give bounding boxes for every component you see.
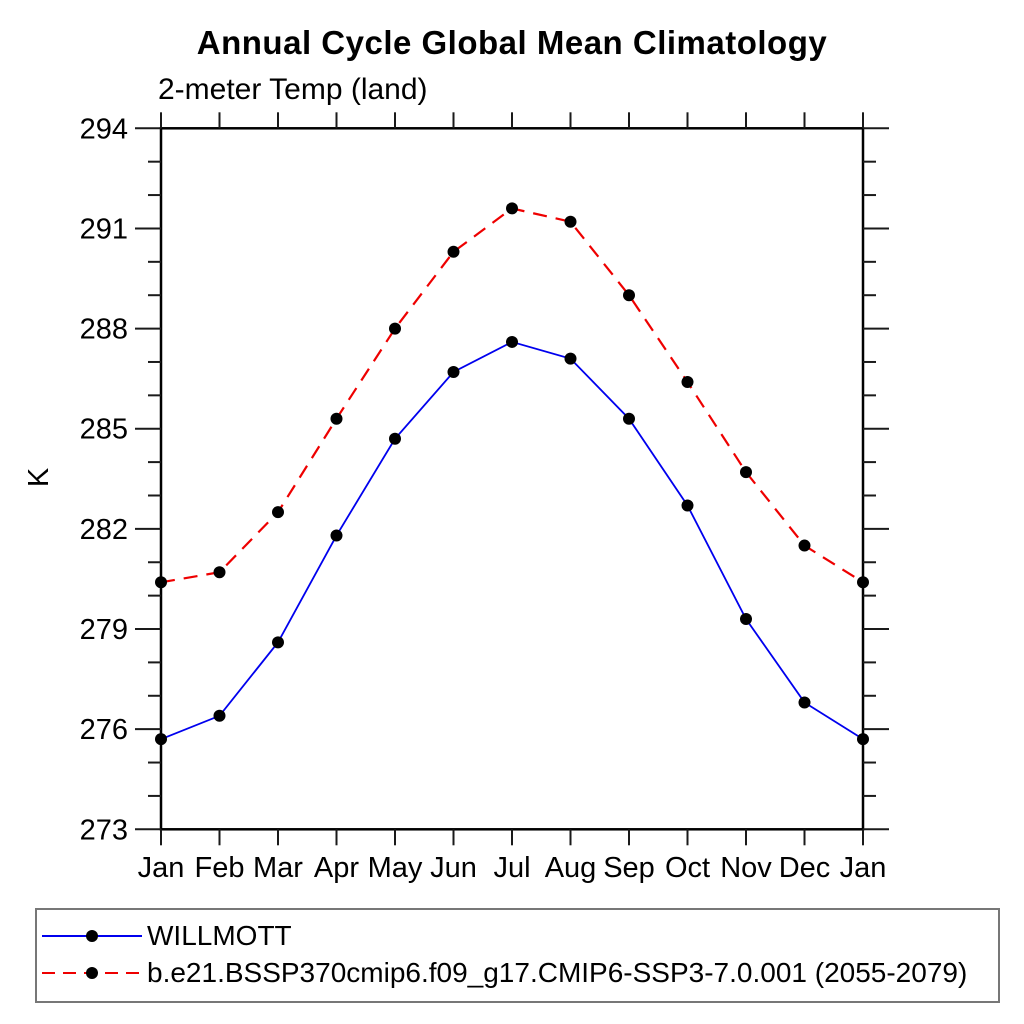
y-axis-tick-label: 291: [80, 213, 128, 245]
data-point-marker: [564, 215, 577, 228]
x-axis-tick-label: Sep: [603, 852, 655, 884]
x-axis-tick-label: Jun: [430, 852, 477, 884]
legend-line-sample-solid-icon: [42, 930, 142, 942]
data-point-marker: [623, 289, 635, 302]
legend-marker-dot-icon: [86, 967, 98, 979]
data-point-marker: [857, 733, 869, 746]
y-axis-tick-label: 285: [80, 414, 128, 446]
y-axis-tick-label: 282: [80, 514, 128, 546]
x-axis-tick-label: Feb: [195, 852, 245, 884]
y-axis-tick-label: 273: [80, 814, 128, 846]
x-axis-tick-label: Mar: [253, 852, 303, 884]
data-point-marker: [272, 636, 284, 649]
x-axis-tick-label: Jul: [493, 852, 530, 884]
data-point-marker: [798, 696, 811, 709]
data-point-marker: [155, 576, 167, 589]
x-axis-tick-label: Dec: [779, 852, 831, 884]
data-point-marker: [681, 375, 694, 388]
y-axis-tick-label: 279: [80, 614, 128, 646]
x-axis-tick-label: May: [368, 852, 423, 884]
data-point-marker: [681, 499, 694, 512]
data-point-marker: [740, 466, 752, 479]
x-axis-tick-label: Jan: [138, 852, 185, 884]
data-point-marker: [213, 566, 226, 579]
chart-subtitle: 2-meter Temp (land): [158, 73, 428, 106]
chart-title: Annual Cycle Global Mean Climatology: [196, 24, 828, 61]
data-point-marker: [740, 613, 752, 625]
data-point-marker: [623, 412, 635, 425]
y-axis-tick-label: 276: [80, 714, 128, 746]
series-line-willmott: [160, 340, 864, 741]
series-line-model: [160, 207, 864, 584]
x-axis-tick-label: Aug: [545, 852, 597, 884]
data-point-marker: [330, 529, 343, 542]
y-axis-tick-label: 288: [80, 314, 128, 346]
x-axis-tick-label: Nov: [720, 852, 772, 884]
data-point-marker: [389, 432, 401, 445]
x-axis-tick-label: Oct: [665, 852, 710, 884]
legend-entry-model: b.e21.BSSP370cmip6.f09_g17.CMIP6-SSP3-7.…: [39, 957, 968, 988]
legend-line-sample-dashed-icon: [42, 967, 142, 979]
legend-marker-dot-icon: [86, 930, 98, 942]
data-point-marker: [447, 245, 460, 258]
data-point-marker: [213, 709, 226, 722]
data-point-marker: [447, 365, 460, 378]
data-point-marker: [155, 733, 167, 746]
data-point-marker: [798, 539, 811, 552]
data-point-marker: [857, 576, 869, 589]
y-axis-tick-label: 294: [80, 113, 128, 145]
data-point-marker: [272, 506, 284, 519]
x-axis-tick-label: Jan: [840, 852, 887, 884]
data-point-marker: [330, 412, 343, 425]
plot-frame: [159, 127, 865, 831]
data-point-marker: [506, 335, 518, 348]
data-point-marker: [506, 202, 518, 215]
data-point-marker: [564, 352, 577, 365]
data-point-marker: [389, 322, 401, 335]
legend-entry-willmott: WILLMOTT: [39, 920, 292, 951]
legend-label-willmott: WILLMOTT: [147, 920, 292, 951]
x-axis-tick-label: Apr: [314, 852, 359, 884]
legend-box: WILLMOTT b.e21.BSSP370cmip6.f09_g17.CMIP…: [35, 908, 1000, 1003]
legend-label-model: b.e21.BSSP370cmip6.f09_g17.CMIP6-SSP3-7.…: [147, 957, 968, 988]
